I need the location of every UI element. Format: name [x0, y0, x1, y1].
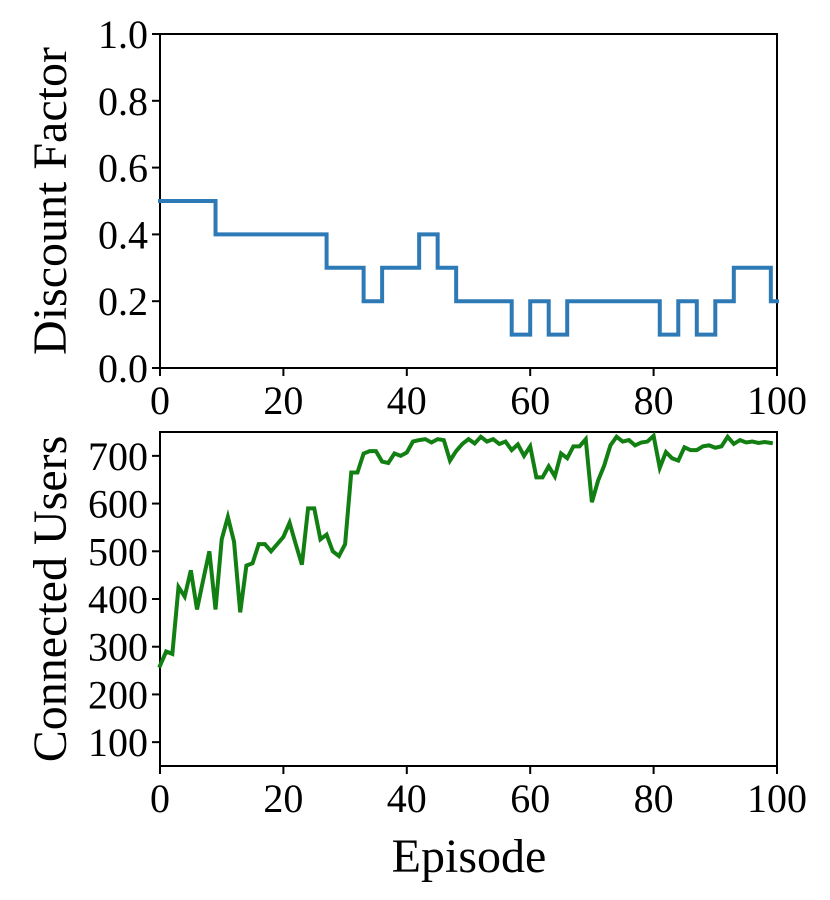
discount-y-tick-label: 0.8: [98, 79, 148, 124]
discount-y-tick-label: 0.0: [98, 346, 148, 391]
discount-factor-chart: 0 20 40 60 80 100 0.0 0.2 0.4 0.6 0.8 1.0 Discount…: [24, 12, 807, 423]
discount-series-line: [158, 199, 779, 337]
discount-y-tick-label: 1.0: [98, 12, 148, 57]
discount-x-tick-label: 40: [387, 378, 427, 423]
users-y-tick-label: 700: [88, 434, 148, 479]
discount-x-tick-label: 100: [747, 378, 807, 423]
users-series-line: [157, 431, 774, 669]
users-x-tick-label: 20: [263, 776, 303, 821]
users-x-tick-label: 60: [510, 776, 550, 821]
discount-y-tick-label: 0.6: [98, 146, 148, 191]
users-y-tick-label: 500: [88, 529, 148, 574]
users-y-tick-label: 200: [88, 672, 148, 717]
discount-x-tick-label: 60: [510, 378, 550, 423]
discount-y-axis-label: Discount Factor: [24, 47, 77, 355]
discount-y-ticks: 0.0 0.2 0.4 0.6 0.8 1.0: [98, 12, 160, 391]
users-x-tick-label: 0: [150, 776, 170, 821]
discount-x-tick-label: 20: [263, 378, 303, 423]
users-x-axis-label: Episode: [392, 830, 547, 883]
users-y-tick-label: 100: [88, 720, 148, 765]
discount-series: [158, 199, 779, 337]
discount-plot-frame: [159, 33, 778, 369]
discount-y-tick-label: 0.2: [98, 279, 148, 324]
users-y-axis-label: Connected Users: [24, 436, 77, 763]
users-x-ticks: 0 20 40 60 80 100: [150, 766, 807, 821]
users-plot-frame: [159, 431, 778, 767]
users-y-tick-label: 400: [88, 577, 148, 622]
users-x-tick-label: 80: [634, 776, 674, 821]
discount-x-tick-label: 80: [634, 378, 674, 423]
users-y-tick-label: 600: [88, 482, 148, 527]
discount-x-ticks: 0 20 40 60 80 100: [150, 368, 807, 423]
users-x-tick-label: 100: [747, 776, 807, 821]
users-y-tick-label: 300: [88, 625, 148, 670]
discount-y-tick-label: 0.4: [98, 212, 148, 257]
discount-x-tick-label: 0: [150, 378, 170, 423]
users-series: [157, 431, 774, 669]
users-x-tick-label: 40: [387, 776, 427, 821]
